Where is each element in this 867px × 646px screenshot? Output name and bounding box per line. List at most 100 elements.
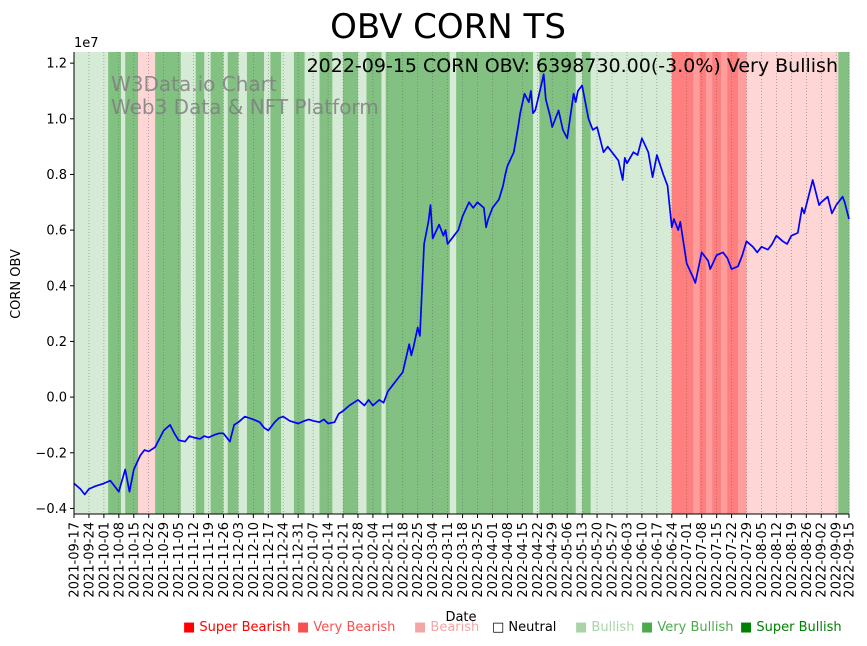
band-super-bearish: [671, 52, 694, 514]
band-bullish: [238, 52, 248, 514]
legend-label: Very Bullish: [657, 620, 734, 635]
band-very-bullish: [270, 52, 282, 514]
x-tick-label: 2022-07-08: [695, 522, 710, 598]
chart-title: OBV CORN TS: [330, 7, 566, 47]
y-tick-label: −0.2: [35, 446, 67, 461]
x-tick-label: 2021-10-22: [142, 522, 157, 598]
band-bullish: [381, 52, 387, 514]
band-very-bullish: [125, 52, 139, 514]
x-tick-label: 2022-07-15: [710, 522, 725, 598]
legend: ■ Super Bearish ■ Very Bearish ■ Bearish □ …: [0, 620, 867, 640]
x-tick-label: 2022-08-19: [785, 522, 800, 598]
legend-item-very-bullish: ■ Very Bullish: [641, 620, 733, 635]
x-tick-label: 2021-11-05: [172, 522, 187, 598]
legend-label: Neutral: [508, 620, 557, 635]
band-bullish: [223, 52, 229, 514]
band-very-bullish: [838, 52, 850, 514]
band-bullish: [590, 52, 673, 514]
x-tick-label: 2021-09-24: [82, 522, 97, 598]
x-tick-label: 2022-05-13: [576, 522, 591, 598]
x-tick-label: 2022-07-22: [725, 522, 740, 598]
x-tick-label: 2021-10-01: [97, 522, 112, 598]
x-axis: 2021-09-17 2021-09-24 2021-10-01 2021-10-08…: [68, 514, 858, 598]
band-very-bullish: [319, 52, 333, 514]
legend-swatch-icon: ■: [641, 620, 658, 635]
legend-label: Super Bearish: [199, 620, 291, 635]
x-tick-label: 2022-09-02: [815, 522, 830, 598]
x-tick-label: 2022-05-20: [591, 522, 606, 598]
band-bullish: [332, 52, 344, 514]
band-bullish: [533, 52, 540, 514]
watermark-line-2: Web3 Data & NFT Platform: [111, 95, 379, 119]
band-bearish: [138, 52, 156, 514]
plot-area: [73, 52, 850, 514]
band-very-bullish: [582, 52, 592, 514]
legend-swatch-icon: ■: [183, 620, 200, 635]
legend-label: Bearish: [430, 620, 480, 635]
y-tick-label: −0.4: [35, 502, 67, 517]
x-tick-label: 2021-11-12: [187, 522, 202, 598]
x-tick-label: 2022-04-22: [531, 522, 546, 598]
y-axis-label: CORN OBV: [9, 249, 24, 319]
x-tick-label: 2022-01-14: [322, 522, 337, 598]
band-bullish: [304, 52, 321, 514]
legend-item-bullish: ■ Bullish: [575, 620, 634, 635]
band-very-bullish: [195, 52, 205, 514]
x-tick-label: 2022-02-11: [381, 522, 396, 598]
x-tick-label: 2022-07-29: [740, 522, 755, 598]
x-tick-label: 2022-04-29: [546, 522, 561, 598]
legend-swatch-icon: ■: [740, 620, 757, 635]
band-very-bullish: [227, 52, 239, 514]
x-tick-label: 2021-12-24: [277, 522, 292, 598]
x-tick-label: 2022-04-08: [501, 522, 516, 598]
band-very-bullish: [155, 52, 182, 514]
band-bullish: [281, 52, 295, 514]
legend-label: Bullish: [591, 620, 635, 635]
x-tick-label: 2022-04-01: [486, 522, 501, 598]
band-bullish: [204, 52, 212, 514]
x-tick-label: 2022-08-05: [755, 522, 770, 598]
x-tick-label: 2022-03-04: [426, 522, 441, 598]
legend-swatch-icon: □: [492, 620, 509, 635]
band-bullish: [74, 52, 109, 514]
y-tick-label: 0.4: [46, 279, 67, 294]
x-tick-label: 2022-08-12: [770, 522, 785, 598]
x-tick-label: 2021-10-08: [112, 522, 127, 598]
x-tick-label: 2021-09-17: [68, 522, 83, 598]
y-tick-label: 1.2: [46, 57, 67, 72]
x-tick-label: 2022-06-24: [665, 522, 680, 598]
legend-item-neutral: □ Neutral: [492, 620, 556, 635]
y-tick-label: 0.2: [46, 335, 67, 350]
chart-subtitle: 2022-09-15 CORN OBV: 6398730.00(-3.0%) V…: [307, 55, 838, 77]
x-tick-label: 2022-05-27: [606, 522, 621, 598]
axes-spines: [73, 52, 849, 515]
legend-swatch-icon: ■: [575, 620, 592, 635]
band-very-bullish: [210, 52, 224, 514]
legend-item-bearish: ■ Bearish: [414, 620, 479, 635]
x-tick-label: 2022-02-18: [396, 522, 411, 598]
band-very-bearish: [705, 52, 713, 514]
y-axis-scale-label: 1e7: [74, 36, 99, 51]
regime-bands: [74, 52, 850, 514]
x-tick-label: 2022-09-09: [830, 522, 845, 598]
band-bullish: [120, 52, 126, 514]
band-very-bullish: [293, 52, 306, 514]
x-tick-label: 2021-12-03: [232, 522, 247, 598]
legend-label: Very Bearish: [313, 620, 396, 635]
band-very-bullish: [343, 52, 359, 514]
y-tick-label: 1.0: [46, 112, 67, 127]
x-axis-label: Date: [445, 610, 476, 625]
x-tick-label: 2022-06-17: [650, 522, 665, 598]
y-tick-label: 0.8: [46, 168, 67, 183]
band-bullish: [357, 52, 367, 514]
x-tick-label: 2021-12-10: [247, 522, 262, 598]
band-very-bullish: [108, 52, 122, 514]
legend-item-super-bearish: ■ Super Bearish: [183, 620, 291, 635]
x-tick-label: 2022-02-04: [366, 522, 381, 598]
x-tick-label: 2022-04-15: [516, 522, 531, 598]
obv-series-line: [73, 73, 850, 496]
band-very-bullish: [456, 52, 534, 514]
x-tick-label: 2022-07-01: [680, 522, 695, 598]
band-very-bearish: [693, 52, 701, 514]
